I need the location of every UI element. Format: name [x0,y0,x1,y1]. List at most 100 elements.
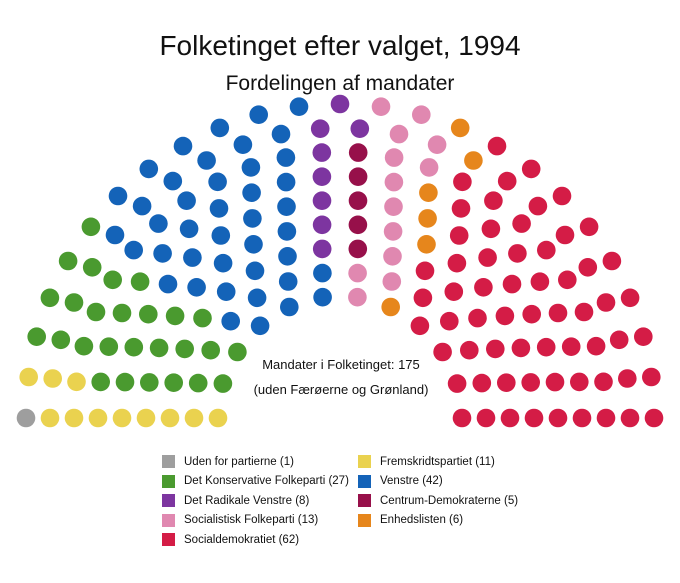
seat-dot [444,282,464,302]
seat-dot [188,373,208,393]
seat-dot [43,369,62,388]
seat-dot [348,263,367,283]
seat-dot [578,258,598,277]
seat-dot [468,308,487,328]
seat-dot [452,408,472,428]
seat-dot [412,105,431,124]
seat-dot [460,340,479,360]
seat-dot [82,258,102,277]
legend-item: Uden for partierne (1) [162,455,294,468]
seat-dot [552,186,572,206]
seat-dot [522,304,541,324]
seat-dot [487,136,507,156]
seat-dot [561,337,581,357]
seat-dot [88,408,108,428]
seat-dot [175,339,194,359]
legend-item: Venstre (42) [358,474,443,488]
seat-dot [278,272,298,291]
seat-dot [124,337,144,357]
legend-item: Socialistisk Folkeparti (13) [162,513,319,527]
seat-dot [103,270,122,290]
seat-dot [545,372,565,392]
seat-dot [213,253,233,273]
seat-dot [153,244,172,263]
seat-dot [241,158,261,177]
seat-dot [247,288,267,308]
seat-dot [277,222,297,241]
legend-label: Socialistisk Folkeparti (13) [184,514,319,526]
seat-dot [179,219,199,239]
seat-dot [16,408,36,428]
seat-dot [447,253,467,273]
legend-item: Fremskridtspartiet (11) [358,455,495,468]
seat-dot [158,274,178,294]
legend-swatch [162,533,175,546]
seat-dot [245,261,265,281]
legend-label: Venstre (42) [380,475,443,487]
seat-dot [211,226,231,245]
seat-dot [208,408,228,428]
seat-dot [132,196,152,216]
seat-dot [512,214,531,233]
seat-dot [348,287,367,307]
legend-item: Det Konservative Folkeparti (27) [162,474,349,488]
seat-dot [310,119,330,138]
seat-dot [440,311,459,331]
seat-dot [620,408,640,428]
seat-dot [277,197,296,216]
seat-dot [418,209,437,228]
seat-dot [105,225,125,245]
seat-dot [91,372,110,392]
seat-dot [620,288,640,308]
seat-dot [634,327,653,347]
seat-dot [642,367,661,387]
seat-dot [572,408,592,428]
seat-dot [58,251,78,271]
seat-dot [389,124,409,144]
seat-dot [521,373,540,392]
seat-dot [40,408,60,428]
seat-dot [350,119,370,138]
seat-dot [276,148,296,167]
seat-dot [500,408,520,428]
seat-dot [140,373,159,392]
legend-label: Det Konservative Folkeparti (27) [184,475,349,487]
seat-dot [618,369,637,388]
seat-dot [609,330,629,350]
seat-dot [187,278,206,297]
legend-label: Det Radikale Venstre (8) [184,494,310,507]
legend-swatch [358,474,371,488]
seat-dot [312,143,332,162]
seat-dot [312,191,332,210]
seat-dot [51,330,71,350]
seat-dot [348,143,368,162]
seat-dot [450,118,470,138]
seat-dot [216,282,236,302]
legend-swatch [162,474,175,488]
seat-dot [86,302,106,322]
seat-dot [382,272,402,291]
seat-dot [201,340,220,360]
seat-dot [160,408,180,428]
seat-dot [464,151,483,170]
seat-dot [596,408,616,428]
seat-dot [453,172,472,192]
seat-dot [478,248,497,267]
seat-dot [177,191,196,210]
legend-swatch [358,513,371,527]
seat-dot [596,293,616,312]
seat-dot [330,94,350,114]
seat-dot [417,235,436,254]
seat-dot [244,235,263,254]
seat-dot [484,191,503,210]
legend-swatch [162,494,175,507]
seat-dot [209,199,229,218]
seat-dot [163,171,183,191]
seat-dot [495,306,515,326]
seat-dot [208,172,227,192]
seat-dot [221,311,240,331]
seat-dot [348,215,368,235]
seat-dot [99,337,119,357]
seat-dot [410,316,430,336]
